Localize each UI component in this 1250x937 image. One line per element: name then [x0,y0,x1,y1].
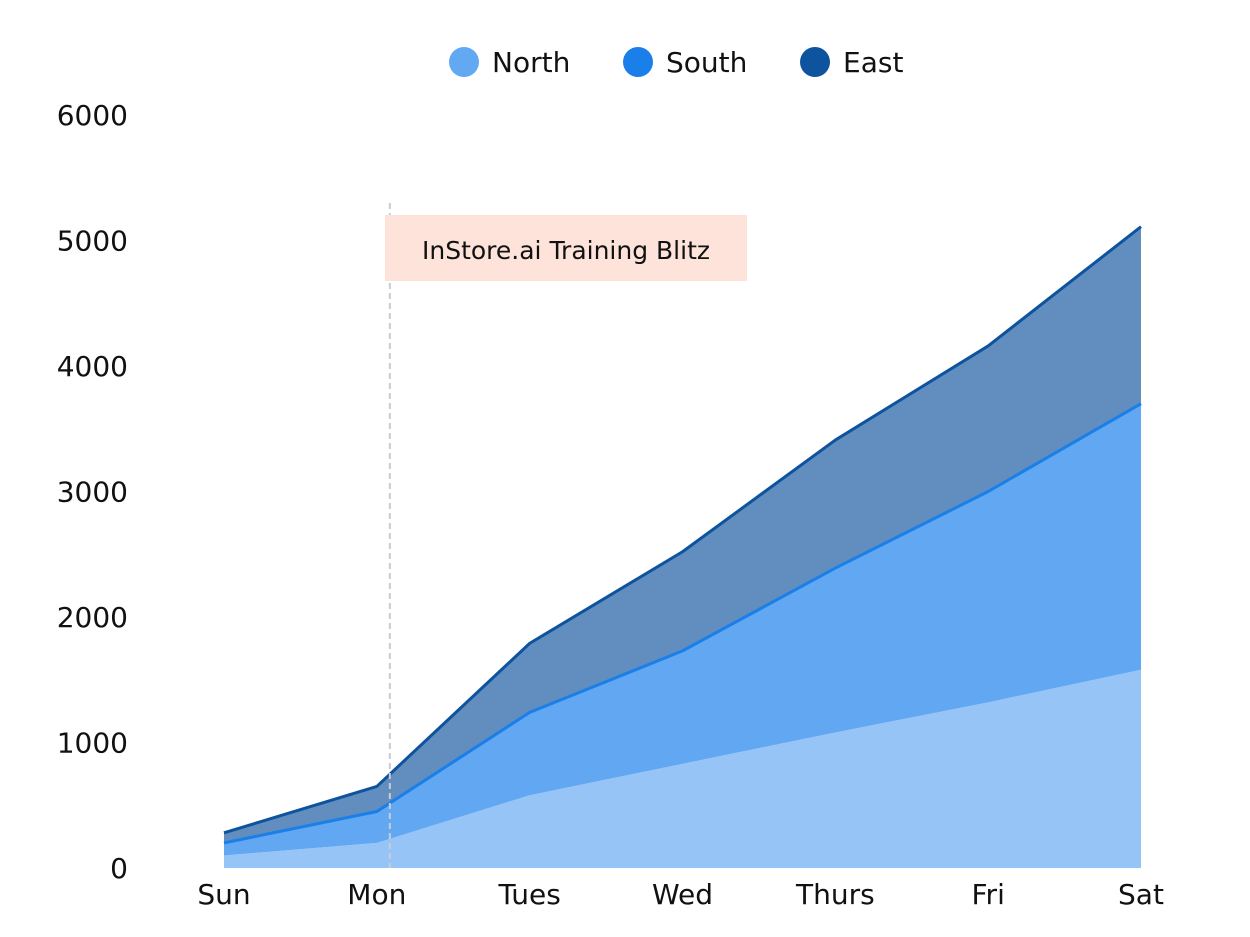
area-north [224,669,1141,868]
areas-layer [224,226,1141,868]
area-south [224,403,1141,856]
legend-item-east[interactable]: East [800,46,903,79]
legend-item-north[interactable]: North [449,46,570,79]
x-tick-label-wed: Wed [652,878,713,911]
y-tick-label: 0 [110,852,128,885]
legend: North South East [449,46,903,79]
legend-swatch-east [800,47,830,77]
x-tick-label-mon: Mon [347,878,406,911]
x-axis: Sun Mon Tues Wed Thurs Fri Sat [197,878,1164,911]
annotation-label: InStore.ai Training Blitz [422,236,710,265]
y-tick-label: 5000 [57,225,128,258]
annotation-box [385,215,747,281]
annotation-layer: InStore.ai Training Blitz [385,203,747,868]
lines-layer [223,225,1142,845]
x-tick-label-sat: Sat [1118,878,1164,911]
legend-label-north: North [492,46,570,79]
x-tick-label-sun: Sun [197,878,250,911]
legend-label-south: South [666,46,747,79]
line-south [223,402,1142,845]
y-tick-label: 2000 [57,601,128,634]
x-tick-label-tues: Tues [497,878,560,911]
x-tick-label-thurs: Thurs [795,878,875,911]
y-tick-label: 1000 [57,727,128,760]
legend-label-east: East [843,46,903,79]
legend-swatch-south [623,47,653,77]
y-tick-label: 4000 [57,350,128,383]
x-tick-label-fri: Fri [971,878,1004,911]
y-axis: 0 1000 2000 3000 4000 5000 6000 [57,99,128,885]
y-tick-label: 3000 [57,476,128,509]
legend-swatch-north [449,47,479,77]
legend-item-south[interactable]: South [623,46,747,79]
line-east [223,225,1142,835]
y-tick-label: 6000 [57,99,128,132]
